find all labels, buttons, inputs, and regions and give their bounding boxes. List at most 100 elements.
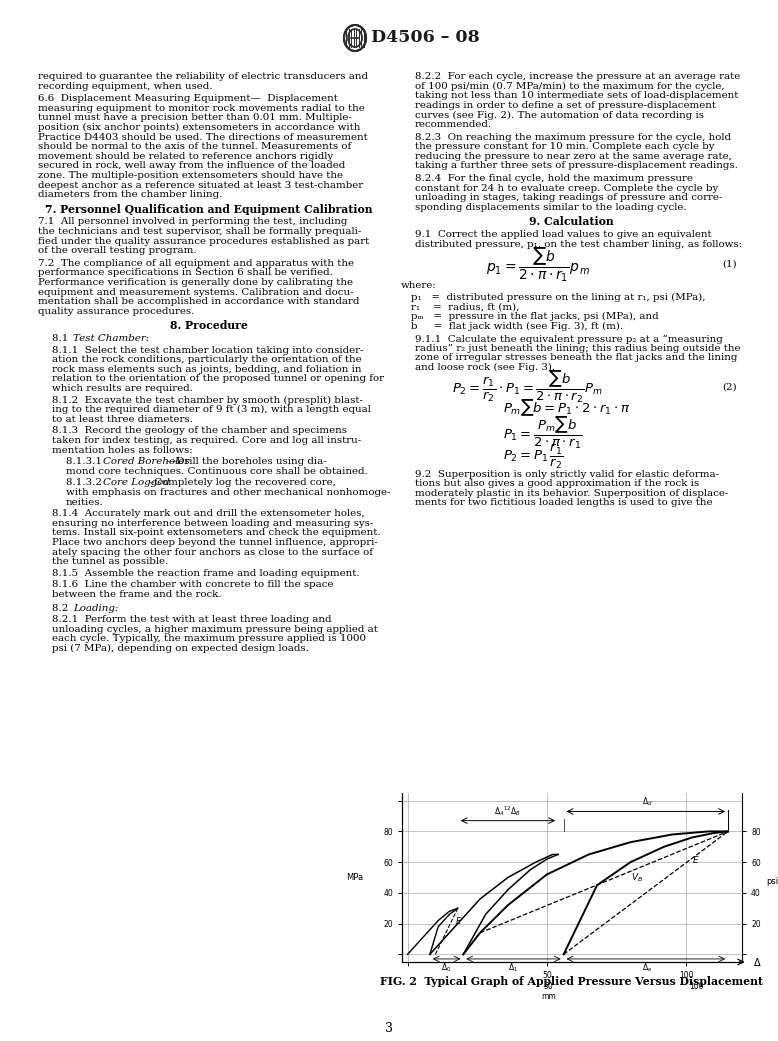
Text: $\Delta_e$: $\Delta_e$: [642, 961, 653, 973]
Text: the technicians and test supervisor, shall be formally prequali-: the technicians and test supervisor, sha…: [38, 227, 361, 236]
Text: D4506 – 08: D4506 – 08: [371, 29, 479, 47]
Text: pₘ   =  pressure in the flat jacks, psi (MPa), and: pₘ = pressure in the flat jacks, psi (MP…: [411, 312, 659, 321]
Text: Test Chamber:: Test Chamber:: [73, 334, 149, 342]
Text: 8.1.4  Accurately mark out and drill the extensometer holes,: 8.1.4 Accurately mark out and drill the …: [52, 509, 365, 518]
Text: 8.2.1  Perform the test with at least three loading and: 8.2.1 Perform the test with at least thr…: [52, 615, 331, 625]
Text: —Drill the boreholes using dia-: —Drill the boreholes using dia-: [166, 457, 326, 466]
Text: 50: 50: [543, 983, 553, 991]
Text: (1): (1): [723, 259, 737, 269]
Text: constant for 24 h to evaluate creep. Complete the cycle by: constant for 24 h to evaluate creep. Com…: [415, 183, 718, 193]
Text: Core Logged: Core Logged: [103, 479, 170, 487]
Text: $\Delta_1$: $\Delta_1$: [508, 961, 519, 973]
Text: 8.1.3  Record the geology of the chamber and specimens: 8.1.3 Record the geology of the chamber …: [52, 427, 347, 435]
Text: 6.6  Displacement Measuring Equipment—  Displacement: 6.6 Displacement Measuring Equipment— Di…: [38, 94, 338, 103]
Text: tems. Install six-point extensometers and check the equipment.: tems. Install six-point extensometers an…: [52, 529, 380, 537]
Text: each cycle. Typically, the maximum pressure applied is 1000: each cycle. Typically, the maximum press…: [52, 634, 366, 643]
Text: relation to the orientation of the proposed tunnel or opening for: relation to the orientation of the propo…: [52, 375, 384, 383]
Text: –Completely log the recovered core,: –Completely log the recovered core,: [149, 479, 336, 487]
Text: mm: mm: [541, 992, 555, 1001]
Text: 7.2  The compliance of all equipment and apparatus with the: 7.2 The compliance of all equipment and …: [38, 259, 354, 268]
Text: the pressure constant for 10 min. Complete each cycle by: the pressure constant for 10 min. Comple…: [415, 143, 714, 151]
Text: taken for index testing, as required. Core and log all instru-: taken for index testing, as required. Co…: [52, 436, 361, 445]
Text: 9.1.1  Calculate the equivalent pressure p₂ at a “measuring: 9.1.1 Calculate the equivalent pressure …: [415, 334, 723, 344]
Text: 9.2  Superposition is only strictly valid for elastic deforma-: 9.2 Superposition is only strictly valid…: [415, 469, 719, 479]
Text: FIG. 2  Typical Graph of Applied Pressure Versus Displacement: FIG. 2 Typical Graph of Applied Pressure…: [380, 976, 763, 987]
Text: (2): (2): [723, 382, 737, 391]
Text: where:: where:: [401, 281, 436, 290]
Text: performance specifications in Section 6 shall be verified.: performance specifications in Section 6 …: [38, 269, 333, 277]
Text: 8.1.3.2: 8.1.3.2: [66, 479, 108, 487]
Text: 8.1.1  Select the test chamber location taking into consider-: 8.1.1 Select the test chamber location t…: [52, 346, 363, 355]
Text: 8.1.3.1: 8.1.3.1: [66, 457, 108, 466]
Text: $P_2 = \dfrac{r_1}{r_2} \cdot P_1 = \dfrac{\sum b}{2 \cdot \pi \cdot r_2} P_m$: $P_2 = \dfrac{r_1}{r_2} \cdot P_1 = \dfr…: [452, 369, 603, 405]
Text: deepest anchor as a reference situated at least 3 test-chamber: deepest anchor as a reference situated a…: [38, 180, 363, 189]
Text: fied under the quality assurance procedures established as part: fied under the quality assurance procedu…: [38, 236, 370, 246]
Ellipse shape: [348, 29, 362, 47]
Text: measuring equipment to monitor rock movements radial to the: measuring equipment to monitor rock move…: [38, 104, 365, 112]
Text: 8.1.2  Excavate the test chamber by smooth (presplit) blast-: 8.1.2 Excavate the test chamber by smoot…: [52, 396, 363, 405]
Text: 8. Procedure: 8. Procedure: [170, 321, 247, 331]
Text: ments for two fictitious loaded lengths is used to give the: ments for two fictitious loaded lengths …: [415, 499, 713, 507]
Text: psi (7 MPa), depending on expected design loads.: psi (7 MPa), depending on expected desig…: [52, 644, 309, 653]
Y-axis label: psi: psi: [766, 878, 778, 887]
Text: b     =  flat jack width (see Fig. 3), ft (m).: b = flat jack width (see Fig. 3), ft (m)…: [411, 322, 623, 331]
Text: taking a further three sets of pressure-displacement readings.: taking a further three sets of pressure-…: [415, 161, 738, 171]
Text: 8.1: 8.1: [52, 334, 75, 342]
Text: quality assurance procedures.: quality assurance procedures.: [38, 307, 194, 315]
Text: 7.1  All personnel involved in performing the test, including: 7.1 All personnel involved in performing…: [38, 218, 347, 226]
Text: 7. Personnel Qualification and Equipment Calibration: 7. Personnel Qualification and Equipment…: [45, 204, 372, 215]
Text: moderately plastic in its behavior. Superposition of displace-: moderately plastic in its behavior. Supe…: [415, 489, 728, 498]
Text: mentation shall be accomplished in accordance with standard: mentation shall be accomplished in accor…: [38, 297, 359, 306]
Text: 3: 3: [385, 1022, 393, 1035]
Text: 8.1.5  Assemble the reaction frame and loading equipment.: 8.1.5 Assemble the reaction frame and lo…: [52, 568, 359, 578]
Text: $\Delta_A{}^{12}\Delta_B$: $\Delta_A{}^{12}\Delta_B$: [494, 804, 521, 817]
Text: 8.2.4  For the final cycle, hold the maximum pressure: 8.2.4 For the final cycle, hold the maxi…: [415, 174, 693, 183]
Text: 100: 100: [689, 983, 703, 991]
Text: $\Delta_d$: $\Delta_d$: [642, 796, 653, 809]
Text: sponding displacements similar to the loading cycle.: sponding displacements similar to the lo…: [415, 203, 687, 211]
Text: Practice D4403 should be used. The directions of measurement: Practice D4403 should be used. The direc…: [38, 132, 368, 142]
Text: mentation holes as follows:: mentation holes as follows:: [52, 446, 193, 455]
Text: ately spacing the other four anchors as close to the surface of: ately spacing the other four anchors as …: [52, 548, 373, 557]
Text: mond core techniques. Continuous core shall be obtained.: mond core techniques. Continuous core sh…: [66, 466, 368, 476]
Text: $\Delta$: $\Delta$: [753, 956, 762, 968]
Text: 8.1.6  Line the chamber with concrete to fill the space: 8.1.6 Line the chamber with concrete to …: [52, 581, 334, 589]
Text: $V_B$: $V_B$: [630, 871, 643, 884]
Text: rock mass elements such as joints, bedding, and foliation in: rock mass elements such as joints, beddi…: [52, 364, 362, 374]
Text: r₁    =  radius, ft (m),: r₁ = radius, ft (m),: [411, 302, 520, 311]
Text: Cored Boreholes: Cored Boreholes: [103, 457, 190, 466]
Text: 8.2.3  On reaching the maximum pressure for the cycle, hold: 8.2.3 On reaching the maximum pressure f…: [415, 132, 731, 142]
Text: the tunnel as possible.: the tunnel as possible.: [52, 557, 168, 566]
Text: neities.: neities.: [66, 498, 103, 507]
Text: zone of irregular stresses beneath the flat jacks and the lining: zone of irregular stresses beneath the f…: [415, 353, 738, 362]
Text: radius” r₂ just beneath the lining; this radius being outside the: radius” r₂ just beneath the lining; this…: [415, 344, 741, 353]
Text: which results are required.: which results are required.: [52, 384, 193, 393]
Text: MPa: MPa: [346, 873, 363, 882]
Text: unloading cycles, a higher maximum pressure being applied at: unloading cycles, a higher maximum press…: [52, 625, 378, 634]
Text: unloading in stages, taking readings of pressure and corre-: unloading in stages, taking readings of …: [415, 194, 723, 202]
Text: ing to the required diameter of 9 ft (3 m), with a length equal: ing to the required diameter of 9 ft (3 …: [52, 405, 371, 414]
Text: secured in rock, well away from the influence of the loaded: secured in rock, well away from the infl…: [38, 161, 345, 171]
Text: required to guarantee the reliability of electric transducers and: required to guarantee the reliability of…: [38, 72, 368, 81]
Text: 9. Calculation: 9. Calculation: [529, 217, 614, 227]
Text: recording equipment, when used.: recording equipment, when used.: [38, 81, 212, 91]
Text: with emphasis on fractures and other mechanical nonhomoge-: with emphasis on fractures and other mec…: [66, 488, 391, 497]
Text: distributed pressure, p₁, on the test chamber lining, as follows:: distributed pressure, p₁, on the test ch…: [415, 239, 742, 249]
Text: Performance verification is generally done by calibrating the: Performance verification is generally do…: [38, 278, 353, 287]
Text: to at least three diameters.: to at least three diameters.: [52, 414, 193, 424]
Text: curves (see Fig. 2). The automation of data recording is: curves (see Fig. 2). The automation of d…: [415, 110, 704, 120]
Text: $P_m \sum b = P_1 \cdot 2 \cdot r_1 \cdot \pi$: $P_m \sum b = P_1 \cdot 2 \cdot r_1 \cdo…: [503, 398, 631, 417]
Text: $E$: $E$: [455, 915, 462, 926]
Text: p₁   =  distributed pressure on the lining at r₁, psi (MPa),: p₁ = distributed pressure on the lining …: [411, 293, 706, 302]
Text: tions but also gives a good approximation if the rock is: tions but also gives a good approximatio…: [415, 479, 699, 488]
Text: $p_1 = \dfrac{\sum b}{2 \cdot \pi \cdot r_1} p_{\,m}$: $p_1 = \dfrac{\sum b}{2 \cdot \pi \cdot …: [486, 245, 591, 283]
Text: 8.2.2  For each cycle, increase the pressure at an average rate: 8.2.2 For each cycle, increase the press…: [415, 72, 740, 81]
Text: and loose rock (see Fig. 3).: and loose rock (see Fig. 3).: [415, 363, 555, 372]
Text: should be normal to the axis of the tunnel. Measurements of: should be normal to the axis of the tunn…: [38, 143, 351, 151]
Text: $P_2 = P_1 \, \dfrac{r_1}{r_2}$: $P_2 = P_1 \, \dfrac{r_1}{r_2}$: [503, 442, 564, 471]
Text: $E$: $E$: [692, 854, 699, 865]
Text: ation the rock conditions, particularly the orientation of the: ation the rock conditions, particularly …: [52, 355, 362, 364]
Text: readings in order to define a set of pressure-displacement: readings in order to define a set of pre…: [415, 101, 716, 109]
Text: Place two anchors deep beyond the tunnel influence, appropri-: Place two anchors deep beyond the tunnel…: [52, 538, 378, 547]
Text: 9.1  Correct the applied load values to give an equivalent: 9.1 Correct the applied load values to g…: [415, 230, 712, 239]
